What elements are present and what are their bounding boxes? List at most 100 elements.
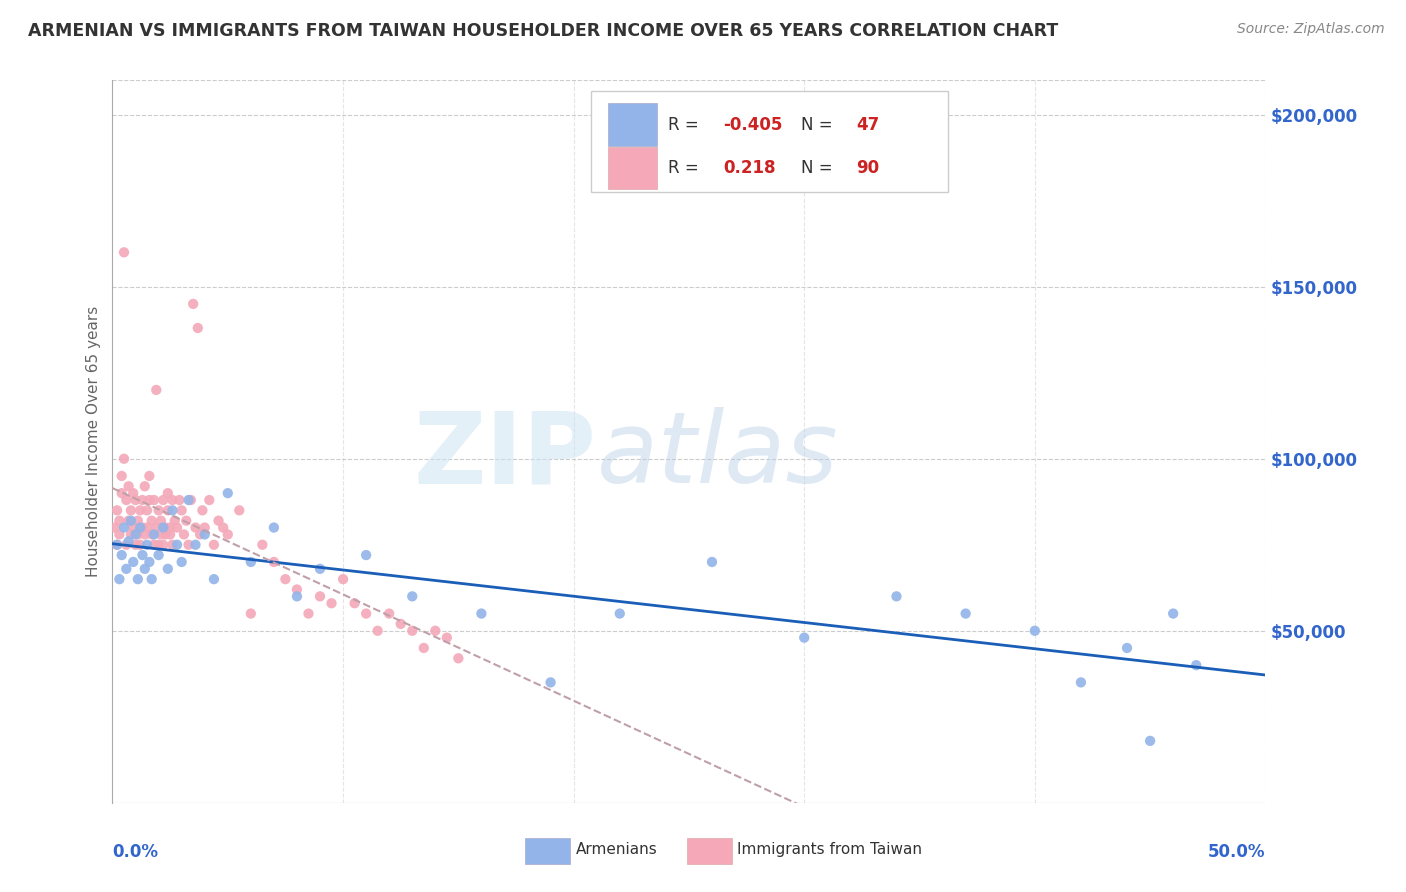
Point — [212, 520, 235, 534]
Point — [239, 607, 262, 621]
Point — [136, 538, 159, 552]
Point — [187, 321, 209, 335]
Point — [112, 451, 135, 466]
Point — [138, 469, 160, 483]
Point — [207, 514, 229, 528]
Point — [108, 514, 131, 528]
Point — [127, 527, 149, 541]
Point — [136, 520, 159, 534]
Point — [112, 520, 135, 534]
Point — [367, 624, 389, 638]
Point — [145, 383, 167, 397]
Point — [447, 651, 470, 665]
Point — [198, 493, 221, 508]
Text: 0.218: 0.218 — [724, 159, 776, 177]
Point — [120, 514, 142, 528]
Text: N =: N = — [801, 116, 838, 134]
Point — [252, 538, 274, 552]
Point — [309, 590, 332, 604]
Point — [955, 607, 977, 621]
Point — [149, 527, 172, 541]
Point — [177, 493, 200, 508]
Point — [117, 534, 139, 549]
Point — [228, 503, 250, 517]
Point — [111, 486, 134, 500]
Point — [141, 572, 163, 586]
Point — [138, 555, 160, 569]
Text: atlas: atlas — [596, 408, 838, 505]
Point — [111, 469, 134, 483]
Point — [184, 520, 207, 534]
Point — [156, 562, 179, 576]
Point — [263, 520, 285, 534]
Point — [105, 538, 128, 552]
Point — [354, 607, 377, 621]
Point — [122, 486, 145, 500]
Point — [1161, 607, 1184, 621]
Point — [122, 520, 145, 534]
Point — [297, 607, 319, 621]
Text: Armenians: Armenians — [576, 842, 658, 857]
Point — [159, 520, 181, 534]
Point — [141, 514, 163, 528]
Point — [127, 572, 149, 586]
Point — [309, 562, 332, 576]
Point — [148, 538, 170, 552]
Text: Immigrants from Taiwan: Immigrants from Taiwan — [737, 842, 922, 857]
Point — [155, 527, 177, 541]
Point — [131, 493, 153, 508]
Point — [105, 503, 128, 517]
Point — [155, 520, 177, 534]
Point — [148, 548, 170, 562]
Text: R =: R = — [668, 159, 704, 177]
Point — [149, 514, 172, 528]
FancyBboxPatch shape — [609, 146, 657, 189]
Text: R =: R = — [668, 116, 704, 134]
Point — [166, 520, 188, 534]
Point — [180, 493, 202, 508]
Point — [540, 675, 562, 690]
Point — [117, 479, 139, 493]
FancyBboxPatch shape — [686, 838, 731, 864]
Point — [156, 503, 179, 517]
Point — [115, 538, 138, 552]
Point — [152, 520, 174, 534]
Point — [141, 527, 163, 541]
Point — [609, 607, 631, 621]
Point — [124, 527, 146, 541]
Point — [111, 548, 134, 562]
Point — [134, 562, 156, 576]
Point — [1116, 640, 1139, 655]
Point — [274, 572, 297, 586]
Point — [700, 555, 723, 569]
Point — [1139, 734, 1161, 748]
Point — [202, 538, 225, 552]
Point — [124, 538, 146, 552]
Point — [159, 527, 181, 541]
Point — [104, 520, 127, 534]
Point — [115, 493, 138, 508]
Point — [129, 520, 152, 534]
Point — [188, 527, 211, 541]
Point — [401, 624, 423, 638]
Point — [174, 514, 197, 528]
Point — [120, 527, 142, 541]
Point — [470, 607, 492, 621]
Point — [115, 562, 138, 576]
Y-axis label: Householder Income Over 65 years: Householder Income Over 65 years — [86, 306, 101, 577]
Point — [436, 631, 458, 645]
Point — [152, 538, 174, 552]
Text: ZIP: ZIP — [413, 408, 596, 505]
Point — [127, 514, 149, 528]
Point — [117, 514, 139, 528]
Point — [108, 572, 131, 586]
Point — [285, 590, 308, 604]
Point — [412, 640, 434, 655]
Point — [425, 624, 447, 638]
Point — [131, 548, 153, 562]
Text: 50.0%: 50.0% — [1208, 843, 1265, 861]
Point — [401, 590, 423, 604]
Point — [122, 555, 145, 569]
FancyBboxPatch shape — [526, 838, 571, 864]
Point — [162, 503, 184, 517]
